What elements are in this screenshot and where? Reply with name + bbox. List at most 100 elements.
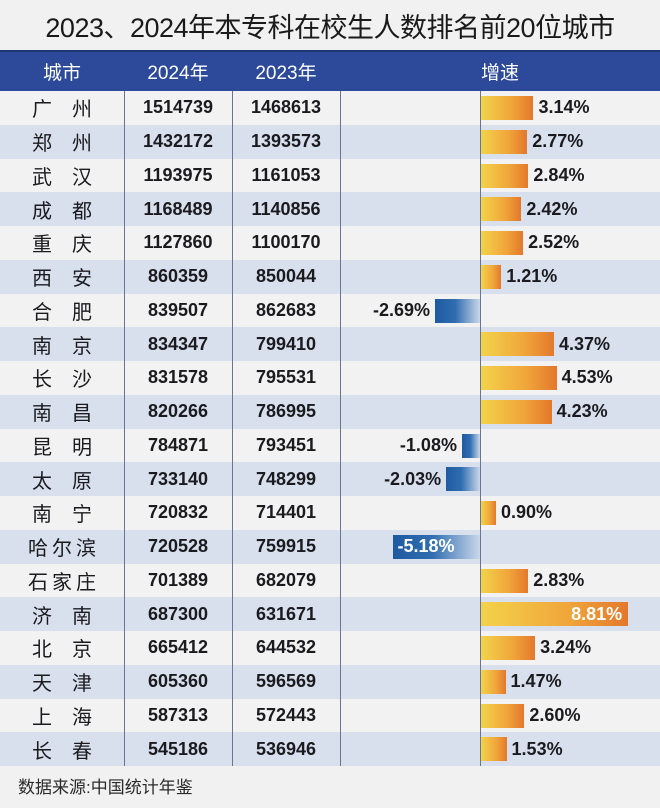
table-body: 广州 1514739 1468613 3.14% 郑州 1432172 1393573 2.7… xyxy=(0,91,660,766)
column-divider xyxy=(232,91,233,766)
growth-bar-positive xyxy=(481,501,497,525)
value-2024: 784871 xyxy=(147,434,209,455)
growth-bar-positive xyxy=(481,669,506,694)
growth-label: 8.81% xyxy=(571,603,623,624)
growth-bar-positive xyxy=(481,332,554,357)
city-name: 广州 xyxy=(32,99,112,122)
growth-bar-positive xyxy=(481,264,502,289)
growth-label: 2.77% xyxy=(532,131,584,152)
table-row: 武汉 1193975 1161053 2.84% xyxy=(0,158,660,193)
value-2023: 631671 xyxy=(255,603,317,624)
city-name: 石家庄 xyxy=(28,571,100,594)
growth-label: 2.42% xyxy=(526,198,578,219)
growth-bar-positive xyxy=(481,163,529,188)
value-2024: 1168489 xyxy=(143,198,213,219)
chart-title: 2023、2024年本专科在校生人数排名前20位城市 xyxy=(45,12,615,43)
city-name: 南宁 xyxy=(32,504,112,527)
growth-label: 1.21% xyxy=(506,266,558,287)
value-2023: 786995 xyxy=(255,401,317,422)
value-2023: 850044 xyxy=(255,266,317,287)
value-2024: 831578 xyxy=(147,367,209,388)
table-row: 合肥 839507 862683 -2.69% xyxy=(0,293,660,328)
header-city: 城市 xyxy=(42,63,81,84)
city-name: 合肥 xyxy=(32,301,112,324)
growth-label: 3.14% xyxy=(538,97,590,118)
header-2023: 2023年 xyxy=(255,63,317,84)
table-row: 长沙 831578 795531 4.53% xyxy=(0,361,660,395)
table-row: 太原 733140 748299 -2.03% xyxy=(0,462,660,496)
value-2023: 862683 xyxy=(255,299,317,320)
zero-axis xyxy=(480,91,481,766)
city-name: 天津 xyxy=(32,673,112,696)
growth-bar-negative xyxy=(393,534,480,559)
value-2023: 572443 xyxy=(255,704,317,725)
value-2024: 1514739 xyxy=(142,97,214,118)
growth-label: 1.53% xyxy=(511,738,563,759)
growth-bar-positive xyxy=(481,197,522,222)
city-name: 成都 xyxy=(32,200,112,223)
city-name: 北京 xyxy=(32,639,112,662)
city-name: 重庆 xyxy=(32,234,112,257)
value-2024: 605360 xyxy=(147,671,209,692)
growth-bar-negative xyxy=(446,467,480,492)
table-row: 昆明 784871 793451 -1.08% xyxy=(0,428,660,463)
city-name: 南京 xyxy=(32,335,112,358)
column-divider xyxy=(124,91,125,766)
value-2024: 720832 xyxy=(147,502,209,523)
table-row: 哈尔滨 720528 759915 -5.18% xyxy=(0,529,660,564)
growth-bar-negative xyxy=(435,298,480,323)
city-name: 哈尔滨 xyxy=(28,538,100,561)
table-row: 石家庄 701389 682079 2.83% xyxy=(0,563,660,598)
growth-bar-positive xyxy=(481,231,524,255)
value-2024: 839507 xyxy=(147,299,209,320)
growth-label: 2.83% xyxy=(533,569,585,590)
city-name: 武汉 xyxy=(32,166,112,189)
table-row: 长春 545186 536946 1.53% xyxy=(0,732,660,766)
table-row: 南京 834347 799410 4.37% xyxy=(0,327,660,361)
growth-bar-positive xyxy=(481,129,528,154)
growth-bar-positive xyxy=(481,737,507,762)
table-row: 广州 1514739 1468613 3.14% xyxy=(0,91,660,125)
value-2024: 1127860 xyxy=(143,232,213,253)
growth-bar-positive xyxy=(481,703,525,728)
table-row: 北京 665412 644532 3.24% xyxy=(0,631,660,665)
growth-label: 4.23% xyxy=(556,401,608,422)
value-2024: 834347 xyxy=(147,333,209,354)
growth-label: -2.69% xyxy=(373,299,431,320)
value-2024: 665412 xyxy=(147,637,209,658)
table-row: 天津 605360 596569 1.47% xyxy=(0,664,660,699)
table-row: 南昌 820266 786995 4.23% xyxy=(0,394,660,429)
city-name: 上海 xyxy=(32,706,112,729)
growth-bar-positive xyxy=(481,399,552,424)
value-2024: 587313 xyxy=(147,704,209,725)
data-source-note: 数据来源:中国统计年鉴 xyxy=(18,777,193,797)
growth-label: 2.60% xyxy=(529,704,581,725)
growth-label: 4.53% xyxy=(561,367,613,388)
value-2023: 682079 xyxy=(255,569,317,590)
growth-label: -1.08% xyxy=(399,434,457,455)
value-2023: 1161053 xyxy=(251,164,321,185)
value-2023: 1468613 xyxy=(250,97,322,118)
city-name: 西安 xyxy=(32,268,112,291)
city-name: 济南 xyxy=(32,605,112,628)
growth-label: 3.24% xyxy=(540,637,592,658)
city-name: 昆明 xyxy=(32,436,112,459)
city-name: 南昌 xyxy=(32,403,112,426)
growth-bar-positive xyxy=(481,568,529,593)
value-2024: 687300 xyxy=(147,603,209,624)
city-name: 长沙 xyxy=(32,369,112,392)
value-2023: 596569 xyxy=(255,671,317,692)
growth-label: -2.03% xyxy=(384,468,442,489)
city-name: 太原 xyxy=(32,470,112,493)
table-row: 西安 860359 850044 1.21% xyxy=(0,259,660,294)
value-2023: 799410 xyxy=(255,333,317,354)
growth-label: -5.18% xyxy=(397,536,455,557)
table-row: 上海 587313 572443 2.60% xyxy=(0,698,660,733)
value-2023: 714401 xyxy=(255,502,317,523)
value-2023: 1100170 xyxy=(251,232,321,253)
value-2023: 748299 xyxy=(255,468,317,489)
growth-label: 2.84% xyxy=(533,164,585,185)
city-name: 郑州 xyxy=(32,133,112,156)
value-2024: 545186 xyxy=(147,738,209,759)
growth-bar-positive xyxy=(481,96,534,120)
